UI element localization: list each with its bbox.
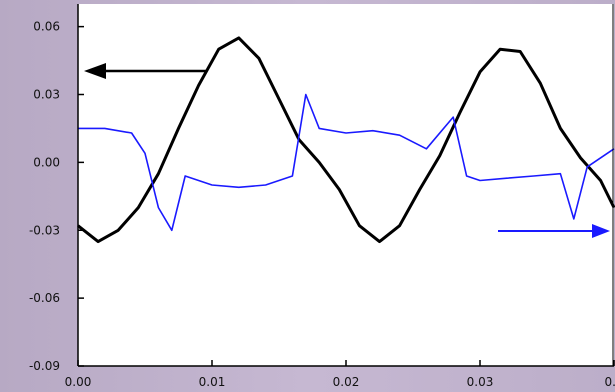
series-layer bbox=[77, 36, 615, 244]
y-tick-label: -0.09 bbox=[29, 359, 60, 373]
x-tick-label: 0.03 bbox=[467, 375, 494, 389]
series-line-1 bbox=[77, 36, 615, 244]
y-tick-label: 0.06 bbox=[33, 20, 60, 34]
y-tick-label: 0.00 bbox=[33, 155, 60, 169]
arrow-left-head bbox=[84, 63, 106, 79]
x-ticks: 0.00 0.01 0.02 0.03 0.0 bbox=[65, 360, 615, 389]
y-tick-label: -0.03 bbox=[29, 223, 60, 237]
y-tick-label: -0.06 bbox=[29, 291, 60, 305]
plot-area bbox=[78, 4, 614, 366]
x-tick-label: 0.02 bbox=[333, 375, 360, 389]
annotations bbox=[84, 63, 610, 238]
arrow-right-head bbox=[592, 224, 610, 238]
x-tick-label: 0.0 bbox=[604, 375, 615, 389]
y-ticks: 0.06 0.03 0.00 -0.03 -0.06 -0.09 bbox=[29, 20, 84, 373]
y-tick-label: 0.03 bbox=[33, 88, 60, 102]
series-line-2 bbox=[78, 93, 615, 232]
x-tick-label: 0.01 bbox=[199, 375, 226, 389]
x-tick-label: 0.00 bbox=[65, 375, 92, 389]
